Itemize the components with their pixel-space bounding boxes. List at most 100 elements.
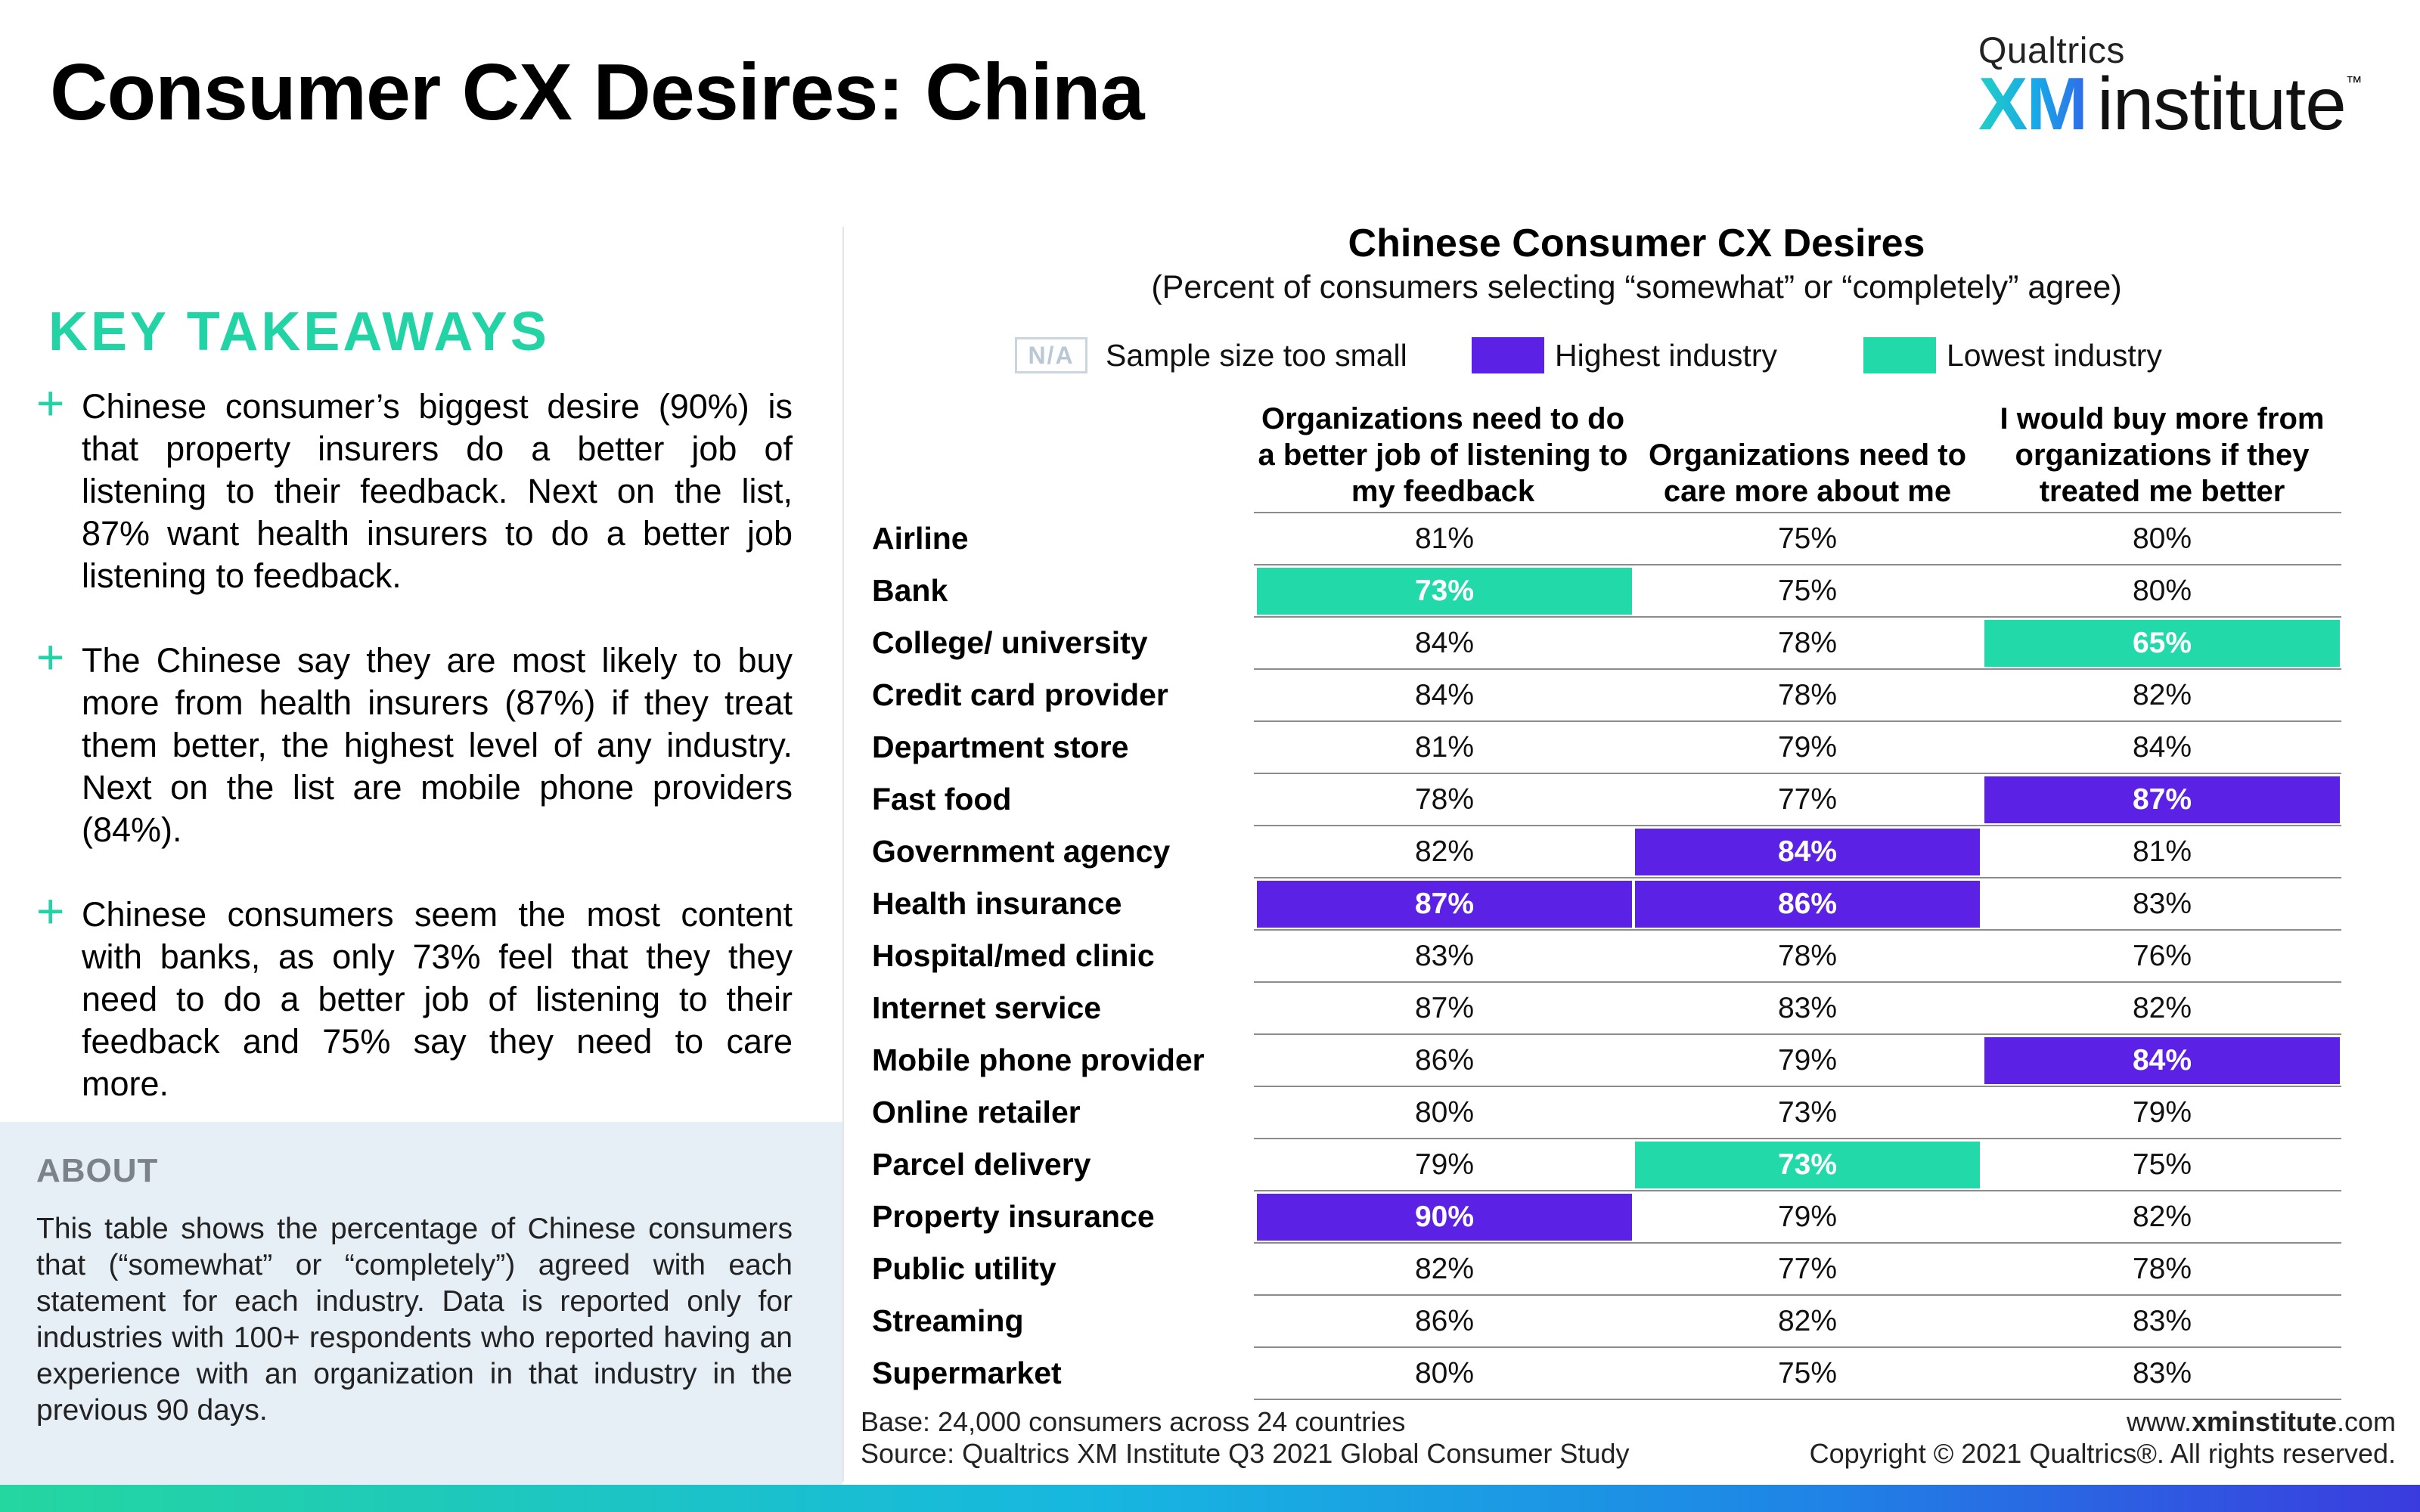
legend-label-na: Sample size too small — [1106, 337, 1407, 373]
column-header: I would buy more from organizations if t… — [2000, 402, 2325, 508]
table-column-headers: Organizations need to do a better job of… — [0, 399, 2420, 510]
table-rule — [1254, 1346, 2341, 1348]
table-rule — [1254, 981, 2341, 983]
brand-gradient-bar — [0, 1485, 2420, 1512]
takeaway-text: Chinese consumers seem the most content … — [82, 895, 793, 1103]
highest-value-cell: 84% — [1984, 1037, 2340, 1084]
value-cell: 79% — [1414, 1148, 1475, 1181]
value-cell: 86% — [1414, 1044, 1475, 1077]
plus-icon: + — [36, 630, 65, 684]
row-label: Hospital/med clinic — [872, 938, 1155, 973]
row-label: Internet service — [872, 990, 1102, 1025]
lowest-value-cell: 65% — [1984, 620, 2340, 667]
table-rule — [1254, 1399, 2341, 1400]
chart-legend: N/A Sample size too small Highest indust… — [0, 334, 2420, 376]
highest-value-cell: 87% — [1257, 881, 1632, 928]
plus-icon: + — [36, 884, 65, 938]
value-cell: 83% — [2132, 888, 2192, 920]
table-rule — [1254, 564, 2341, 565]
table-rule — [1254, 720, 2341, 722]
value-cell: 83% — [2132, 1305, 2192, 1337]
chart-title: Chinese Consumer CX Desires — [1348, 222, 1925, 265]
value-cell: 79% — [1777, 1201, 1838, 1233]
value-cell: 79% — [2132, 1096, 2192, 1129]
table-rule — [1254, 1190, 2341, 1191]
about-panel: ABOUT This table shows the percentage of… — [0, 1122, 842, 1485]
value-cell: 79% — [1777, 731, 1838, 764]
takeaway-item: + Chinese consumer’s biggest desire (90%… — [36, 376, 793, 597]
about-heading: ABOUT — [36, 1152, 159, 1189]
table-rule — [1254, 1033, 2341, 1035]
site-suffix: .com — [2336, 1406, 2396, 1437]
highest-value-cell: 86% — [1635, 881, 1980, 928]
logo-institute: institute — [2097, 62, 2347, 145]
legend-label-highest: Highest industry — [1555, 337, 1777, 373]
value-cell: 78% — [2132, 1253, 2192, 1285]
row-label: Property insurance — [872, 1199, 1155, 1234]
copyright: Copyright © 2021 Qualtrics®. All rights … — [1809, 1438, 2396, 1469]
legend-label-lowest: Lowest industry — [1947, 337, 2162, 373]
column-header: Organizations need to do a better job of… — [1258, 402, 1628, 508]
value-cell: 73% — [1777, 1096, 1838, 1129]
value-cell: 75% — [1777, 522, 1838, 555]
takeaway-item: + Chinese consumers seem the most conten… — [36, 884, 793, 1105]
logo-xm: XM — [1978, 62, 2088, 145]
value-cell: 81% — [2132, 835, 2192, 868]
row-label: Airline — [872, 521, 969, 556]
xm-institute-logo: Qualtrics XM institute™ — [1978, 30, 2372, 144]
row-label: Government agency — [872, 834, 1171, 869]
source-note: Source: Qualtrics XM Institute Q3 2021 G… — [861, 1438, 1630, 1469]
about-text: This table shows the percentage of Chine… — [36, 1213, 793, 1427]
site-prefix: www. — [2126, 1406, 2192, 1437]
value-cell: 78% — [1777, 679, 1838, 711]
row-label: Public utility — [872, 1251, 1056, 1286]
table-rule — [1254, 1242, 2341, 1244]
value-cell: 80% — [1414, 1096, 1475, 1129]
value-cell: 82% — [1777, 1305, 1838, 1337]
value-cell: 83% — [1414, 940, 1475, 972]
value-cell: 75% — [2132, 1148, 2192, 1181]
row-label: Mobile phone provider — [872, 1043, 1205, 1077]
logo-wordmark: XM institute™ — [1978, 67, 2363, 141]
page-title: Consumer CX Desires: China — [50, 48, 1145, 137]
highest-value-cell: 87% — [1984, 776, 2340, 823]
table-rule — [1254, 877, 2341, 878]
highest-swatch — [1472, 337, 1544, 373]
row-label: Parcel delivery — [872, 1147, 1091, 1182]
value-cell: 78% — [1777, 627, 1838, 659]
table-rule — [1254, 512, 2341, 513]
row-label: College/ university — [872, 625, 1148, 660]
key-takeaways-heading: KEY TAKEAWAYS — [48, 302, 550, 362]
value-cell: 75% — [1777, 575, 1838, 607]
value-cell: 78% — [1777, 940, 1838, 972]
logo-trademark: ™ — [2345, 73, 2363, 91]
table-rule — [1254, 1294, 2341, 1296]
value-cell: 81% — [1414, 522, 1475, 555]
value-cell: 79% — [1777, 1044, 1838, 1077]
value-cell: 82% — [2132, 992, 2192, 1024]
value-cell: 82% — [2132, 679, 2192, 711]
table-rule — [1254, 1138, 2341, 1139]
column-divider — [842, 227, 844, 1482]
website-link[interactable]: www.xminstitute.com — [1810, 1406, 2396, 1438]
value-cell: 75% — [1777, 1357, 1838, 1390]
lowest-value-cell: 73% — [1257, 568, 1632, 615]
value-cell: 80% — [1414, 1357, 1475, 1390]
legend-item-na: N/A Sample size too small — [1015, 334, 1407, 376]
takeaway-item: + The Chinese say they are most likely t… — [36, 630, 793, 851]
value-cell: 84% — [1414, 679, 1475, 711]
value-cell: 78% — [1414, 783, 1475, 816]
row-label: Supermarket — [872, 1356, 1062, 1390]
table-rule — [1254, 1086, 2341, 1087]
footnote: Base: 24,000 consumers across 24 countri… — [861, 1406, 1629, 1470]
value-cell: 83% — [1777, 992, 1838, 1024]
value-cell: 80% — [2132, 522, 2192, 555]
lowest-swatch — [1863, 337, 1936, 373]
value-cell: 82% — [1414, 1253, 1475, 1285]
row-label: Streaming — [872, 1303, 1024, 1338]
highest-value-cell: 90% — [1257, 1194, 1632, 1241]
takeaway-text: Chinese consumer’s biggest desire (90%) … — [82, 387, 793, 595]
na-badge: N/A — [1015, 337, 1087, 373]
table-rule — [1254, 825, 2341, 826]
row-label: Credit card provider — [872, 677, 1168, 712]
